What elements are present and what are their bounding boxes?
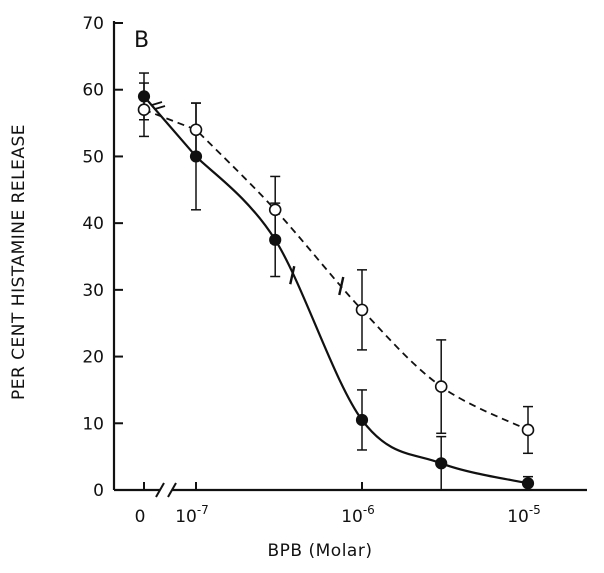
y-tick-label: 70 [82,14,104,34]
axes [112,21,587,498]
data-point-open [268,203,282,217]
data-point-filled [435,457,448,470]
data-point-filled [355,413,369,427]
y-tick-label: 20 [82,348,104,368]
midpoint-mark [289,265,296,285]
x-tick-label: 10-5 [507,503,541,527]
fitted-curves [143,95,529,485]
data-point-open [355,303,369,317]
x-axis-break-mark [167,482,177,498]
data-point-open [434,380,448,393]
y-tick-label: 0 [93,481,104,501]
y-tick-label: 10 [82,414,104,434]
curve-break-mark [154,105,166,110]
y-tick-label: 50 [82,147,104,167]
panel-label: B [134,28,149,53]
data-point-open [189,123,203,137]
solid-fit-curve [143,95,529,485]
data-point-open [137,103,151,117]
x-tick-label: 10-6 [341,503,375,527]
midpoint-mark [338,276,345,296]
y-tick-label: 40 [82,214,104,234]
tick-labels: 0 10 20 30 40 50 60 70 0 10-7 10-6 10-5 [82,14,540,527]
dashed-fit-curve [143,108,529,431]
y-axis-title: PER CENT HISTAMINE RELEASE [9,124,29,400]
data-point-filled [521,477,535,490]
x-tick-label: 0 [135,507,146,527]
data-points [137,90,535,490]
x-axis-title: BPB (Molar) [268,541,373,561]
x-tick-label: 10-7 [175,503,209,527]
data-point-open [521,423,535,437]
data-point-filled [137,90,151,103]
y-tick-label: 60 [82,81,104,101]
data-point-filled [269,233,282,246]
data-point-filled [189,150,203,163]
x-axis-break-mark [155,482,165,498]
curve-break-mark [151,101,163,106]
y-tick-label: 30 [82,281,104,301]
